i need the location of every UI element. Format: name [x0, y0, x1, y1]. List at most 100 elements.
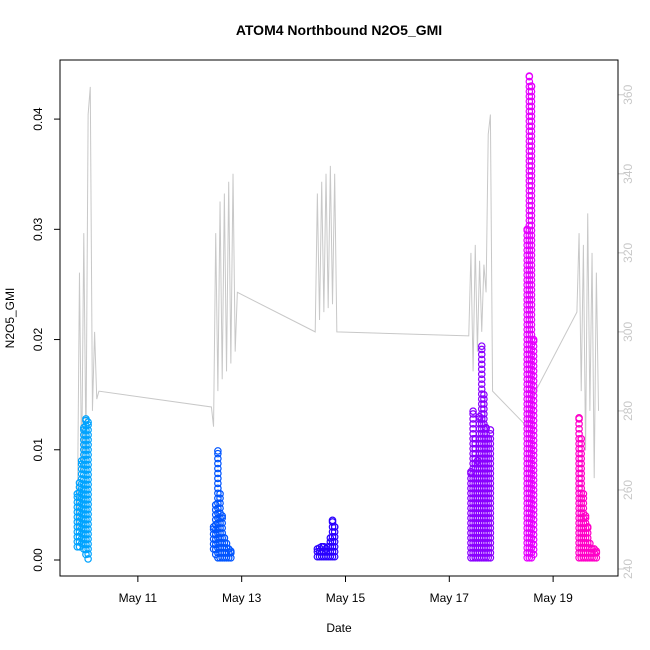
- point-s1-2-15: [214, 479, 222, 488]
- point-s4-2-78: [527, 167, 536, 175]
- point-s4-3-3: [529, 535, 538, 544]
- point-s4-2-60: [527, 256, 536, 264]
- point-s5-2-top: [579, 490, 588, 498]
- y-tick-label-1: 0.01: [31, 438, 45, 462]
- point-s2-8-3: [330, 538, 339, 546]
- point-s0-5-25: [84, 431, 92, 439]
- point-s3-9-0: [486, 553, 495, 562]
- point-s3-9-12: [486, 494, 495, 503]
- point-s4-3-8: [529, 511, 538, 519]
- point-s3-5-38: [477, 365, 486, 374]
- point-s3-6-30: [480, 405, 488, 413]
- point-s4-3-7: [529, 515, 538, 524]
- point-s5-1-17: [577, 469, 586, 478]
- point-s4-2-71: [527, 201, 536, 210]
- point-s4-3-15: [529, 476, 538, 484]
- point-s4-2-55: [527, 281, 536, 289]
- point-s4-3-39: [529, 357, 538, 365]
- point-s4-3-37: [529, 367, 538, 375]
- point-s0-5-13: [84, 490, 92, 499]
- secondary-series-line: [76, 86, 600, 530]
- point-s1-2-top: [214, 447, 222, 455]
- point-s0-5-9: [84, 510, 92, 519]
- y-tick-label-0: 0.00: [31, 548, 45, 572]
- point-s3-5-35: [477, 380, 486, 388]
- point-s0-5-24: [84, 436, 92, 444]
- point-s4-2-85: [527, 132, 536, 140]
- point-s4-2-79: [527, 162, 536, 170]
- point-s5-1-16: [577, 474, 586, 483]
- point-s4-2-68: [527, 216, 536, 225]
- point-s0-5-18: [84, 465, 92, 474]
- point-s3-9-21: [486, 449, 495, 458]
- point-s3-5-top: [477, 342, 486, 350]
- series-1: [209, 447, 235, 562]
- point-s5-2-12: [579, 494, 588, 503]
- x-tick-label-1: May 13: [222, 591, 262, 605]
- point-s0-5-16: [84, 475, 92, 484]
- point-s3-9-19: [486, 459, 495, 468]
- point-s5-3-top: [581, 512, 590, 520]
- point-s2-8-1: [330, 547, 339, 556]
- point-s1-4-7: [218, 519, 227, 527]
- point-s4-2-47: [527, 320, 536, 329]
- point-s4-2-94: [527, 87, 536, 96]
- point-s4-2-76: [527, 177, 536, 185]
- point-s1-2-21: [214, 449, 222, 458]
- point-s1-3-top: [216, 490, 224, 498]
- point-s3-9-11: [486, 499, 495, 508]
- point-s3-5-42: [477, 345, 486, 354]
- point-s4-2-51: [527, 301, 536, 309]
- point-s1-4-6: [218, 524, 227, 532]
- y2-tick-label-0: 240: [621, 559, 635, 579]
- point-s3-6-32: [480, 395, 488, 403]
- point-s3-9-6: [486, 524, 495, 532]
- y-tick-label-4: 0.04: [31, 107, 45, 131]
- point-s4-3-22: [529, 441, 538, 450]
- point-s1-4-8: [218, 514, 227, 522]
- point-s5-1-23: [577, 439, 586, 448]
- point-s4-3-18: [529, 461, 538, 470]
- point-s5-1-15: [577, 479, 586, 488]
- point-s1-2-17: [214, 469, 222, 478]
- y-tick-label-3: 0.03: [31, 217, 45, 241]
- point-s0-5-19: [84, 460, 92, 469]
- point-s4-3-33: [529, 386, 538, 395]
- y2-tick-label-4: 320: [621, 243, 635, 263]
- point-s4-3-12: [529, 491, 538, 499]
- point-s0-5-17: [84, 470, 92, 479]
- point-s0-5-4: [84, 535, 92, 543]
- point-s4-3-32: [529, 391, 538, 400]
- point-s3-5-36: [477, 375, 486, 384]
- x-tick-label-2: May 15: [326, 591, 366, 605]
- point-s4-2-87: [527, 122, 536, 131]
- point-s4-2-64: [527, 236, 536, 245]
- point-s0-5-10: [84, 505, 92, 514]
- point-s1-2-16: [214, 474, 222, 483]
- point-s4-3-21: [529, 446, 538, 455]
- chart-title: ATOM4 Northbound N2O5_GMI: [236, 22, 442, 38]
- point-s3-5-39: [477, 360, 486, 369]
- point-s4-3-2: [529, 540, 538, 549]
- point-s3-9-4: [486, 534, 495, 542]
- point-s4-2-66: [527, 226, 536, 235]
- point-s4-3-17: [529, 466, 538, 474]
- point-s5-2-10: [579, 504, 588, 512]
- point-s4-3-34: [529, 382, 538, 390]
- point-s3-9-9: [486, 509, 495, 517]
- point-s4-2-83: [527, 142, 536, 150]
- point-s5-1-22: [577, 444, 586, 453]
- point-s4-2-84: [527, 137, 536, 145]
- point-s0-5-7: [84, 520, 92, 528]
- point-s4-2-73: [527, 191, 536, 200]
- point-s3-9-22: [486, 444, 495, 453]
- point-s5-7-top: [590, 545, 599, 553]
- point-s4-3-23: [529, 436, 538, 445]
- point-s4-3-4: [529, 530, 538, 539]
- point-s4-3-24: [529, 431, 538, 440]
- point-s3-9-25: [486, 429, 495, 438]
- point-s4-3-38: [529, 362, 538, 370]
- point-s4-2-54: [527, 286, 536, 294]
